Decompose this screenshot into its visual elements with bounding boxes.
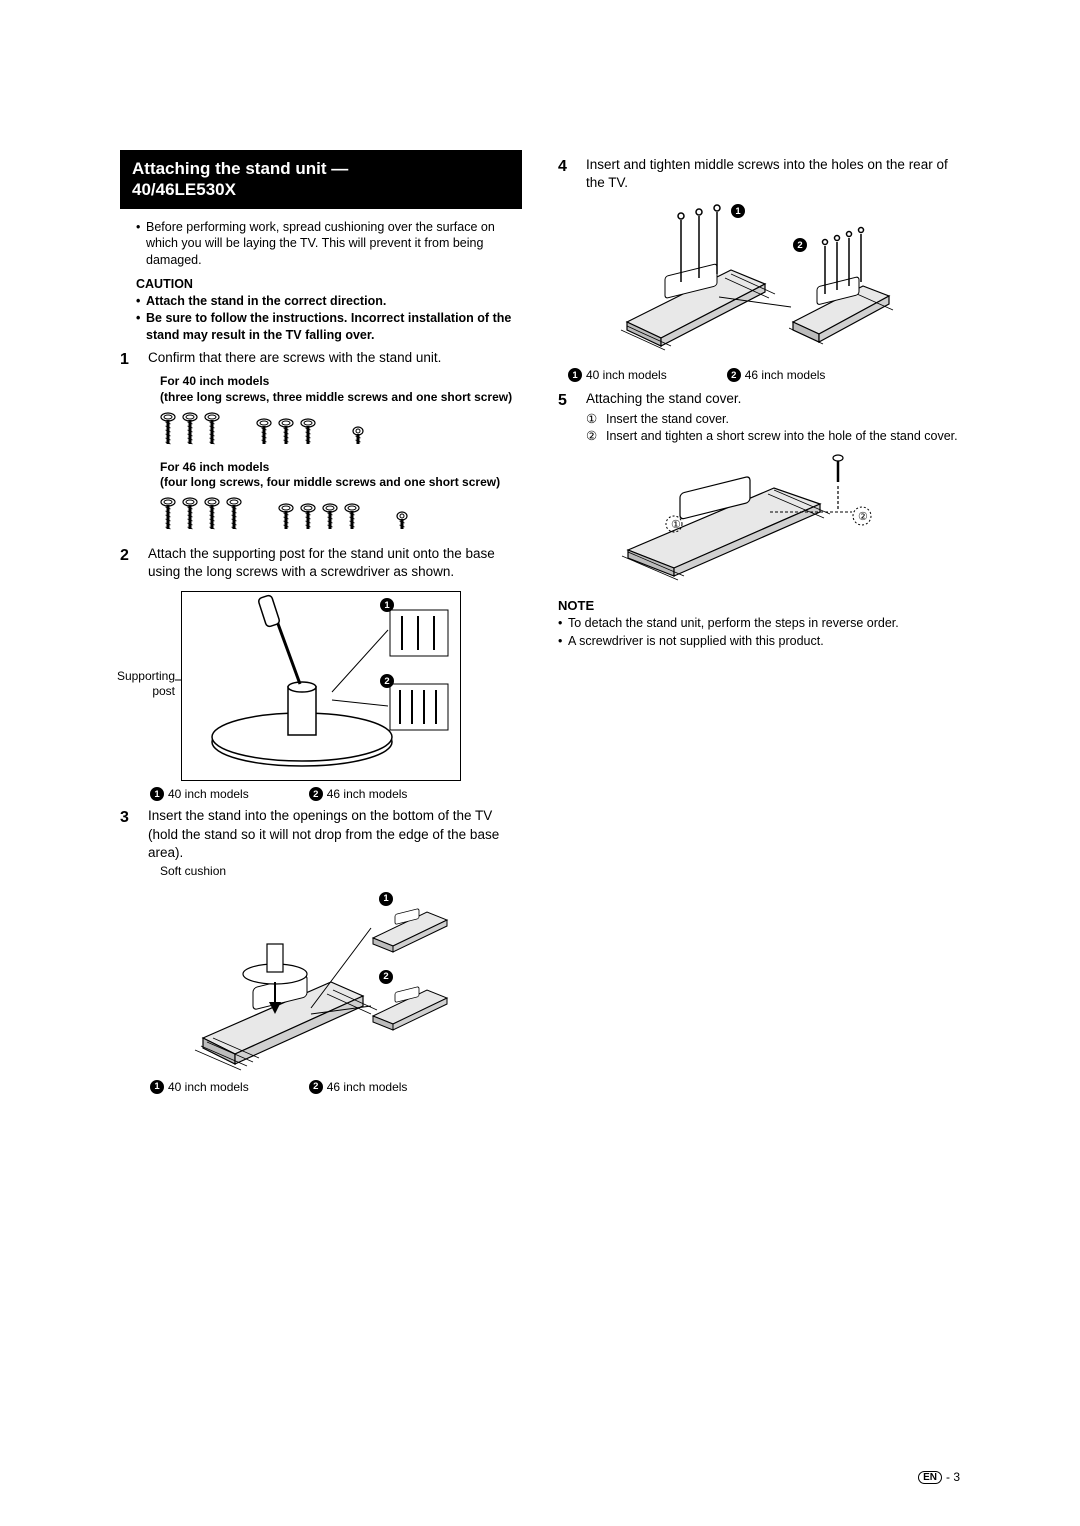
stand-assembly-icon xyxy=(182,592,462,782)
connector-line-icon xyxy=(719,272,799,322)
page-number: EN - 3 xyxy=(918,1470,960,1484)
step-3-model-labels: 1 40 inch models 2 46 inch models xyxy=(120,1080,522,1094)
caution-item-1: Attach the stand in the correct directio… xyxy=(146,293,522,309)
note-item-2: A screwdriver is not supplied with this … xyxy=(568,633,960,650)
step-4-diagram: 1 xyxy=(558,202,960,362)
caution-list: Attach the stand in the correct directio… xyxy=(120,293,522,343)
screw-icon xyxy=(182,497,198,535)
screw-icon xyxy=(322,503,338,535)
badge-2-icon: 2 xyxy=(309,1080,323,1094)
screw-icon xyxy=(182,412,198,450)
badge-1-icon: 1 xyxy=(150,1080,164,1094)
step-5: 5 Attaching the stand cover. ① Insert th… xyxy=(558,390,960,444)
screw-icon xyxy=(204,497,220,535)
supporting-post-label: Supporting post xyxy=(105,669,175,698)
step-3-diagram: 1 2 xyxy=(120,888,522,1074)
caution-item-2: Be sure to follow the instructions. Inco… xyxy=(146,310,522,343)
step-4-text: Insert and tighten middle screws into th… xyxy=(586,156,960,192)
step-5-diagram: ① ② xyxy=(558,454,960,584)
note-list: To detach the stand unit, perform the st… xyxy=(558,615,960,650)
badge-1-icon: 1 xyxy=(150,787,164,801)
screw-icon xyxy=(278,503,294,535)
step-1-screws-46 xyxy=(120,497,522,535)
caution-label: CAUTION xyxy=(120,277,522,291)
callout-2-icon: 2 xyxy=(379,970,393,984)
step-1-num: 1 xyxy=(120,349,136,371)
page-num-value: - 3 xyxy=(946,1470,960,1484)
step-1-model46: For 46 inch models (four long screws, fo… xyxy=(120,460,522,491)
step-5-figure: ① ② xyxy=(614,454,904,584)
soft-cushion-label: Soft cushion xyxy=(120,864,522,878)
step-5-sub-2: ② Insert and tighten a short screw into … xyxy=(586,428,960,445)
screw-icon xyxy=(344,503,360,535)
step-2-model-labels: 1 40 inch models 2 46 inch models xyxy=(120,787,522,801)
note-label: NOTE xyxy=(558,598,960,613)
screw-icon xyxy=(396,511,408,535)
step-4-num: 4 xyxy=(558,156,574,192)
svg-text:①: ① xyxy=(671,519,681,531)
note-item-1: To detach the stand unit, perform the st… xyxy=(568,615,960,632)
step-3-num: 3 xyxy=(120,807,136,862)
screw-icon xyxy=(160,412,176,450)
step-1-text: Confirm that there are screws with the s… xyxy=(148,349,522,371)
tv-rear-screws-46-icon xyxy=(789,202,899,362)
screw-icon xyxy=(300,503,316,535)
step-4-model-labels: 1 40 inch models 2 46 inch models xyxy=(558,368,960,382)
step-2-figure: 1 2 xyxy=(181,591,461,781)
badge-2-icon: 2 xyxy=(309,787,323,801)
badge-2-icon: 2 xyxy=(727,368,741,382)
step-5-sub-1: ① Insert the stand cover. xyxy=(586,411,960,428)
badge-1-icon: 1 xyxy=(568,368,582,382)
callout-1-icon: 1 xyxy=(379,892,393,906)
step-4: 4 Insert and tighten middle screws into … xyxy=(558,156,960,192)
step-1: 1 Confirm that there are screws with the… xyxy=(120,349,522,371)
header-line1: Attaching the stand unit — xyxy=(132,159,348,178)
step-2: 2 Attach the supporting post for the sta… xyxy=(120,545,522,581)
screw-icon xyxy=(160,497,176,535)
screw-icon xyxy=(278,418,294,450)
section-header: Attaching the stand unit — 40/46LE530X xyxy=(120,150,522,209)
svg-text:②: ② xyxy=(858,511,868,523)
screw-icon xyxy=(300,418,316,450)
stand-cover-icon: ① ② xyxy=(614,454,904,584)
right-column: 4 Insert and tighten middle screws into … xyxy=(558,150,960,1094)
tv-insert-stand-icon xyxy=(181,888,461,1074)
screw-icon xyxy=(352,426,364,450)
step-5-text: Attaching the stand cover. xyxy=(586,390,960,408)
left-column: Attaching the stand unit — 40/46LE530X B… xyxy=(120,150,522,1094)
step-2-diagram: Supporting post xyxy=(120,591,522,781)
header-line2: 40/46LE530X xyxy=(132,180,236,199)
step-1-screws-40 xyxy=(120,412,522,450)
step-3-text: Insert the stand into the openings on th… xyxy=(148,807,522,862)
step-5-num: 5 xyxy=(558,390,574,444)
screw-icon xyxy=(256,418,272,450)
step-2-num: 2 xyxy=(120,545,136,581)
step-2-text: Attach the supporting post for the stand… xyxy=(148,545,522,581)
intro-bullets: Before performing work, spread cushionin… xyxy=(120,219,522,270)
step-1-model40: For 40 inch models (three long screws, t… xyxy=(120,374,522,405)
screw-icon xyxy=(204,412,220,450)
screw-icon xyxy=(226,497,242,535)
step-3-figure: 1 2 xyxy=(181,888,461,1074)
step-4-figure: 1 xyxy=(619,202,899,362)
step-3: 3 Insert the stand into the openings on … xyxy=(120,807,522,862)
page-lang: EN xyxy=(918,1471,942,1484)
intro-bullet-1: Before performing work, spread cushionin… xyxy=(146,219,522,270)
